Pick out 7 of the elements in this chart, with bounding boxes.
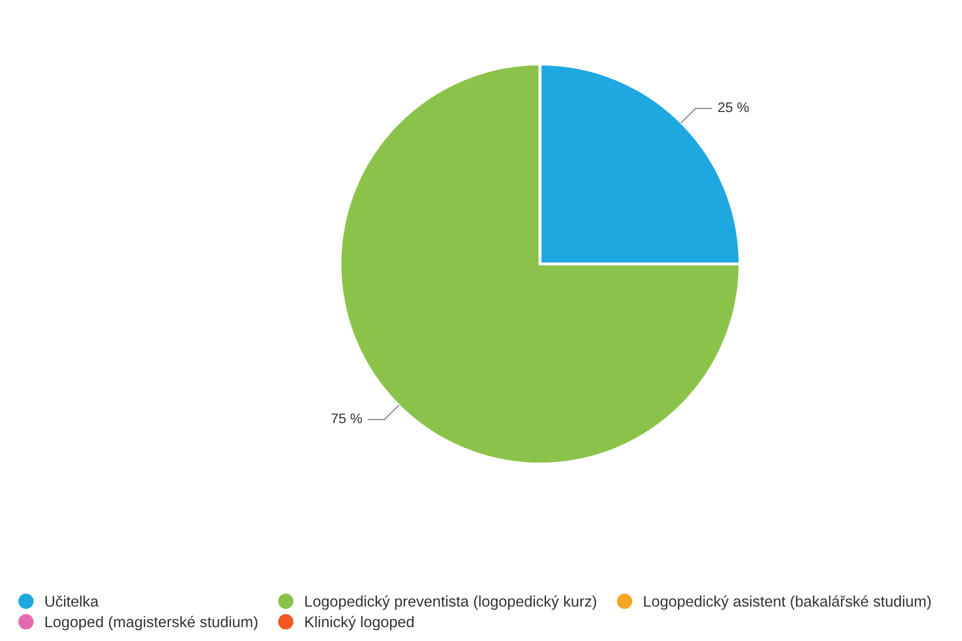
data-label: 75 % (331, 414, 362, 424)
legend-label: Učitelka (45, 595, 99, 607)
data-label: 25 % (718, 102, 749, 112)
legend-label: Klinický logoped (305, 616, 414, 630)
legend-label: Logoped (magisterské studium) (46, 616, 258, 630)
legend-label: Logopedický asistent (bakalářské studium) (644, 595, 931, 610)
legend-label: Logopedický preventista (logopedický kurz) (305, 595, 596, 610)
